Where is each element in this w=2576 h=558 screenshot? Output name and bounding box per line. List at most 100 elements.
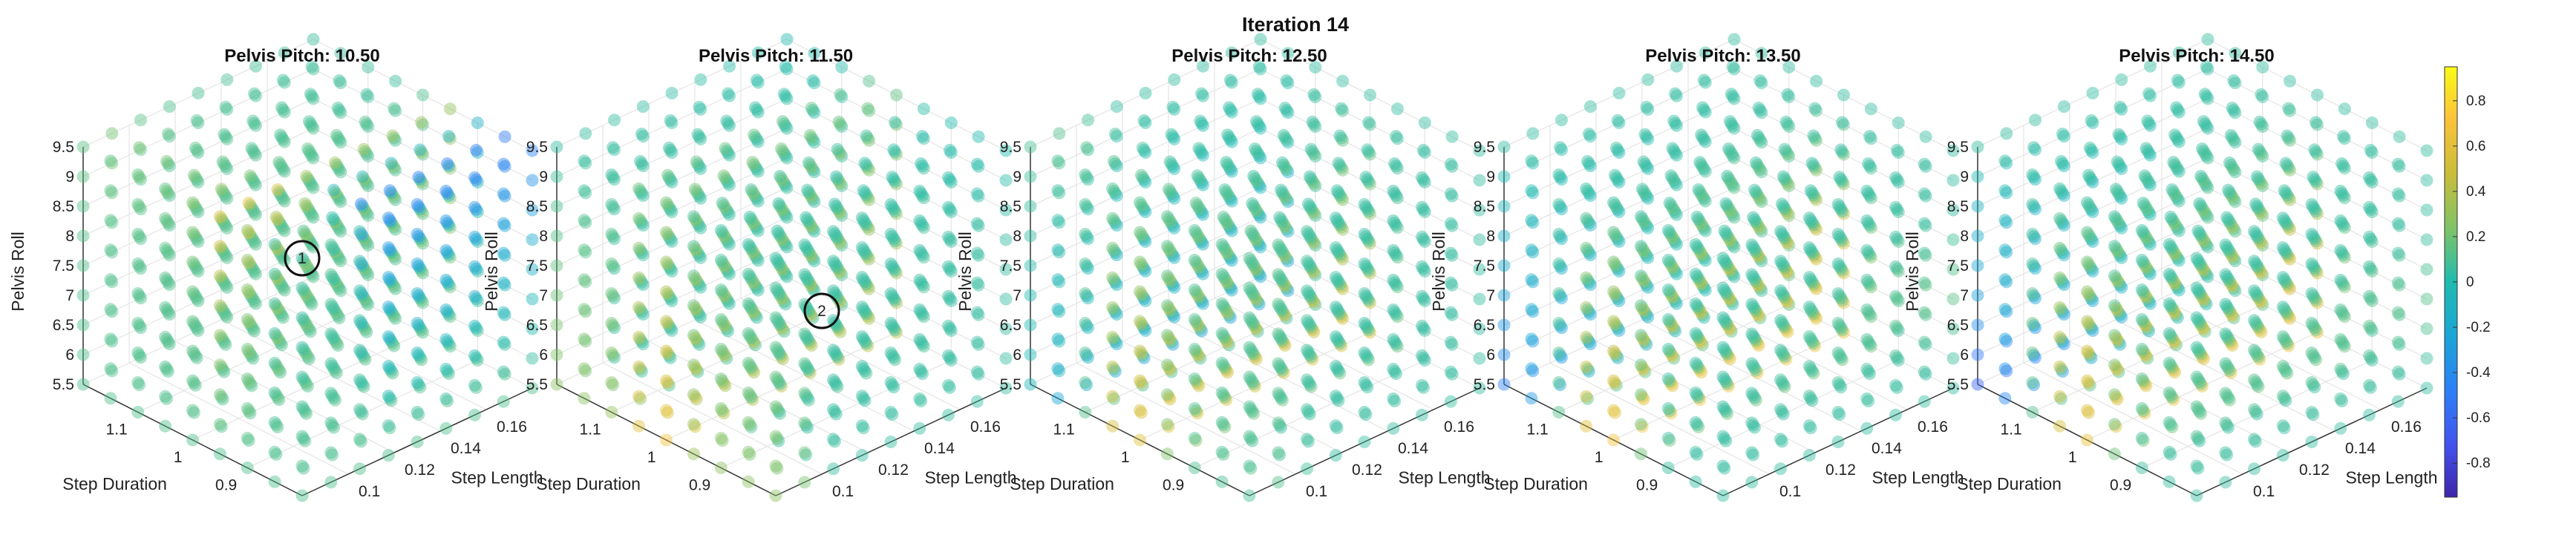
data-point xyxy=(2108,269,2121,283)
data-point xyxy=(779,268,792,281)
data-point xyxy=(243,288,257,301)
data-point xyxy=(1301,433,1313,446)
data-point xyxy=(104,392,117,405)
data-point xyxy=(131,317,145,329)
data-point xyxy=(272,245,286,258)
data-point xyxy=(1889,378,1902,392)
data-point xyxy=(1277,128,1290,142)
data-point xyxy=(2363,260,2376,273)
data-point xyxy=(777,236,791,249)
data-point xyxy=(411,228,424,240)
data-point xyxy=(2334,243,2347,257)
data-point xyxy=(1329,211,1342,225)
data-point xyxy=(863,134,876,147)
data-point xyxy=(806,193,820,206)
data-point xyxy=(76,229,90,243)
data-point xyxy=(1805,157,1819,170)
colorbar-tick-label: -0.8 xyxy=(2466,456,2491,471)
data-point xyxy=(388,220,401,234)
data-point xyxy=(330,128,343,142)
data-point xyxy=(241,432,254,444)
z-axis-label: Pelvis Roll xyxy=(8,232,27,311)
data-point xyxy=(324,357,338,370)
y-axis-label: Step Duration xyxy=(1957,474,2062,493)
data-point xyxy=(1243,489,1256,502)
data-point xyxy=(274,217,287,231)
data-point xyxy=(1163,155,1177,168)
data-point xyxy=(835,239,849,252)
data-point xyxy=(1774,284,1787,298)
data-point xyxy=(298,256,312,269)
data-point xyxy=(300,199,313,212)
data-point xyxy=(1525,154,1538,168)
data-point xyxy=(1831,317,1845,329)
data-point xyxy=(356,229,369,243)
colorbar-tick-label: 0 xyxy=(2466,275,2474,290)
data-point xyxy=(248,176,261,189)
data-point xyxy=(2420,203,2433,217)
data-point xyxy=(803,128,817,142)
data-point xyxy=(246,114,260,128)
data-point xyxy=(1497,378,1511,391)
data-point xyxy=(665,265,679,278)
data-point xyxy=(750,133,763,146)
data-point xyxy=(362,269,375,281)
data-point xyxy=(1106,241,1119,255)
data-point xyxy=(275,101,288,114)
data-point xyxy=(300,258,313,272)
data-point xyxy=(241,283,254,296)
data-point xyxy=(834,206,847,220)
data-point xyxy=(297,283,310,297)
y-axis-label: Step Duration xyxy=(62,474,167,493)
data-point xyxy=(1748,183,1761,197)
data-point xyxy=(884,257,898,270)
data-point xyxy=(2190,252,2203,265)
data-point xyxy=(2196,142,2209,155)
data-point xyxy=(1802,360,1816,373)
data-point xyxy=(415,264,428,278)
data-point xyxy=(750,281,763,295)
data-point xyxy=(192,116,205,129)
data-point xyxy=(105,305,119,318)
data-point xyxy=(192,235,205,248)
data-point xyxy=(1749,156,1762,169)
data-point xyxy=(330,366,343,379)
data-point xyxy=(301,261,314,274)
data-point xyxy=(1833,171,1846,184)
data-point xyxy=(2053,360,2067,373)
data-point xyxy=(2138,169,2151,183)
data-point xyxy=(1416,408,1428,421)
z-tick-label: 9 xyxy=(539,168,548,186)
data-point xyxy=(1188,343,1201,355)
data-point xyxy=(834,236,847,249)
data-point xyxy=(771,224,784,237)
data-point xyxy=(249,178,262,191)
data-point xyxy=(385,157,398,170)
data-point xyxy=(2191,224,2205,237)
data-point xyxy=(1024,140,1037,154)
data-point xyxy=(1444,187,1457,200)
data-point xyxy=(1745,387,1759,400)
data-point xyxy=(439,303,453,316)
data-point xyxy=(219,100,232,114)
data-point xyxy=(186,433,199,447)
data-point xyxy=(76,378,90,391)
data-point xyxy=(1641,73,1655,86)
data-point xyxy=(2248,225,2260,238)
data-point xyxy=(779,238,792,252)
data-point xyxy=(307,92,320,105)
data-point xyxy=(776,115,789,128)
data-point xyxy=(216,333,229,347)
data-point xyxy=(269,240,283,253)
data-point xyxy=(2334,303,2347,316)
data-point xyxy=(1189,197,1203,210)
data-point xyxy=(1807,129,1820,142)
data-point xyxy=(411,317,424,329)
data-point xyxy=(241,462,254,474)
data-point xyxy=(271,332,284,344)
data-point xyxy=(357,202,370,215)
data-point xyxy=(190,232,203,246)
data-point xyxy=(324,476,338,489)
data-point xyxy=(1272,476,1285,489)
data-point xyxy=(388,131,401,145)
